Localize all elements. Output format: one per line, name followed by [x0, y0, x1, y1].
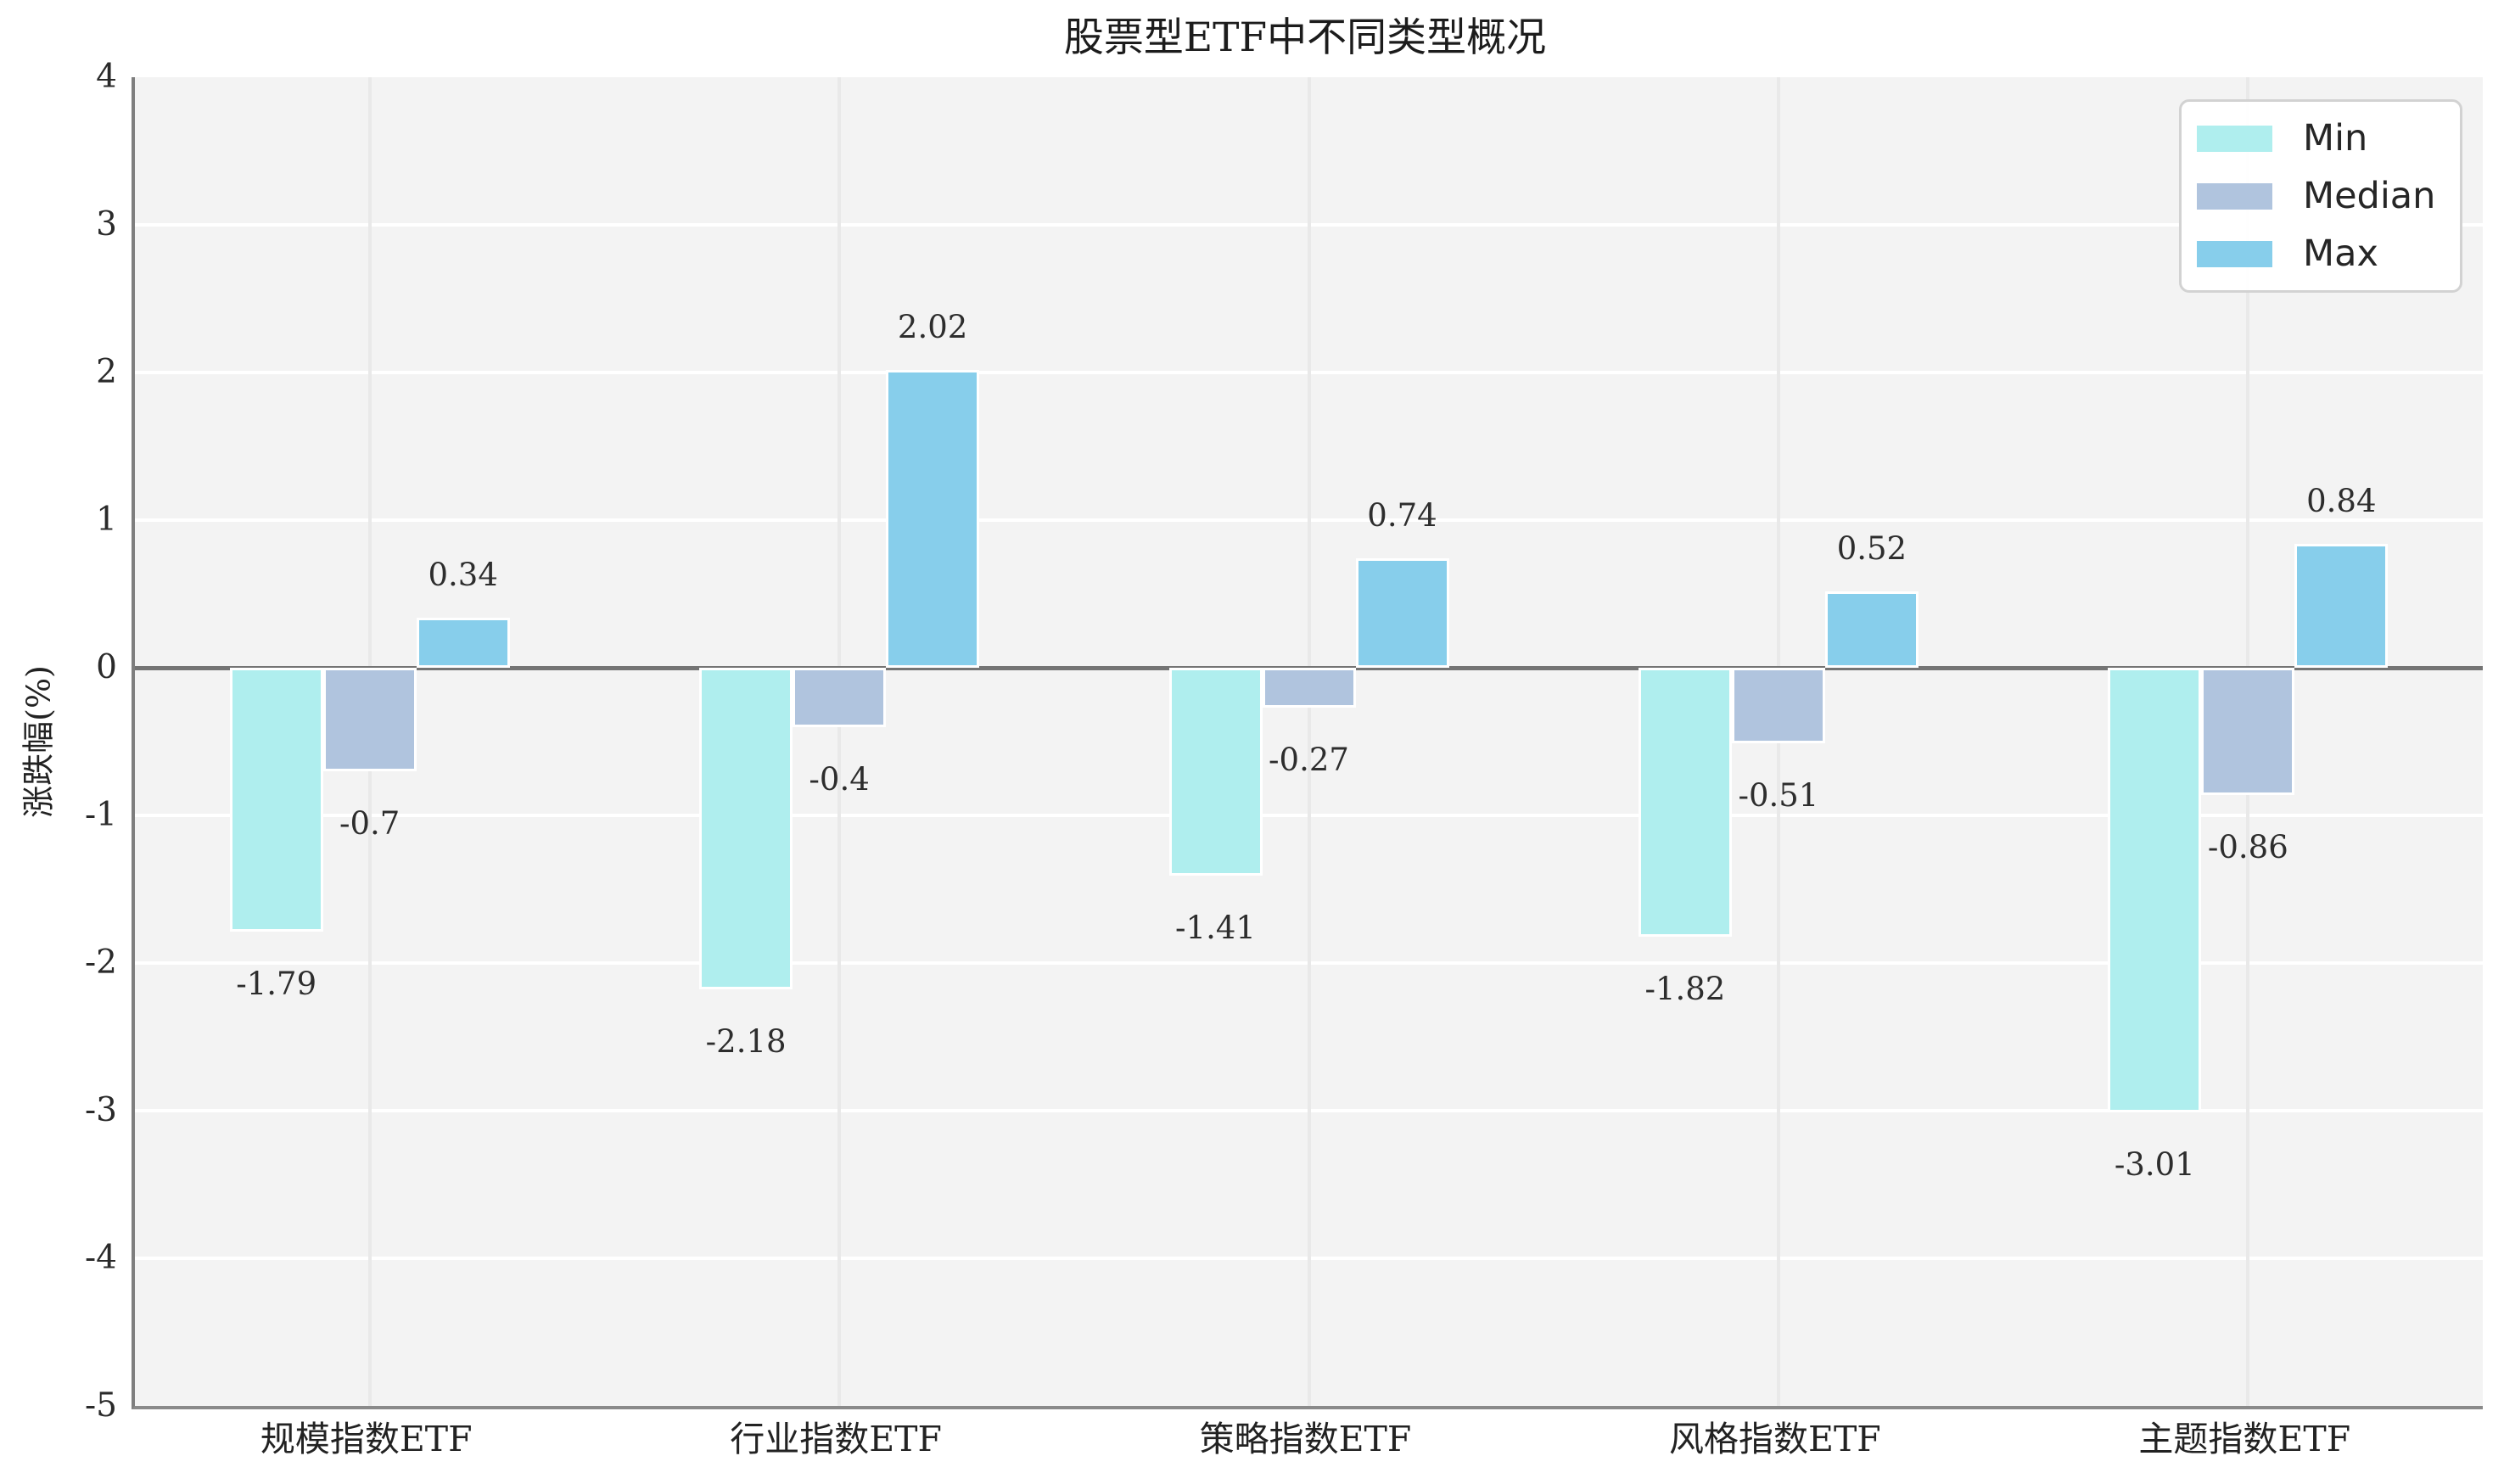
bar-median-4	[1731, 668, 1825, 743]
y-tick-label: 1	[96, 501, 117, 539]
bar-max-3	[1355, 558, 1449, 668]
legend-label-median: Median	[2303, 175, 2436, 217]
bar-max-2	[886, 369, 980, 668]
value-label-median-5: -0.86	[2207, 828, 2288, 865]
chart-title: 股票型ETF中不同类型概况	[1063, 14, 1547, 61]
value-label-min-2: -2.18	[705, 1023, 787, 1061]
y-tick-label: -4	[85, 1239, 117, 1277]
value-label-min-1: -1.79	[236, 966, 317, 1003]
x-tick-label-3: 策略指数ETF	[1199, 1419, 1412, 1459]
bar-max-4	[1824, 591, 1919, 668]
legend-label-max: Max	[2303, 232, 2378, 275]
y-tick-label: 0	[96, 648, 117, 686]
bar-median-3	[1262, 668, 1356, 708]
plot-area: -1.79 -2.18 -1.41 -1.82 -3.01 -0.7 -0.4 -0.27 -0…	[132, 77, 2483, 1409]
bar-min-1	[229, 668, 323, 932]
gridline-v	[837, 77, 842, 1406]
bar-median-5	[2201, 668, 2295, 795]
legend-item-max: Max	[2197, 234, 2460, 273]
legend-label-min: Min	[2303, 117, 2368, 160]
value-label-max-3: 0.74	[1367, 497, 1437, 535]
x-tick-label-2: 行业指数ETF	[730, 1419, 942, 1459]
value-label-max-4: 0.52	[1836, 529, 1907, 567]
bar-max-5	[2294, 543, 2389, 668]
bar-max-1	[416, 617, 510, 668]
legend-swatch-median	[2197, 182, 2272, 210]
gridline-v	[1307, 77, 1311, 1406]
bar-median-2	[793, 668, 887, 727]
y-tick-label: -5	[85, 1386, 117, 1425]
legend-item-min: Min	[2197, 119, 2460, 158]
bar-min-4	[1638, 668, 1732, 937]
value-label-min-5: -3.01	[2114, 1145, 2195, 1183]
legend-swatch-max	[2197, 240, 2272, 267]
value-label-max-2: 2.02	[897, 308, 968, 345]
x-tick-label-5: 主题指数ETF	[2138, 1419, 2351, 1459]
value-label-max-1: 0.34	[428, 556, 498, 593]
value-label-median-4: -0.51	[1738, 776, 1819, 814]
value-label-median-2: -0.4	[809, 760, 870, 798]
legend: Min Median Max	[2179, 99, 2462, 293]
bars-layer	[135, 77, 2483, 1406]
y-tick-label: -3	[85, 1091, 117, 1129]
legend-swatch-min	[2197, 125, 2272, 152]
y-tick-label: 4	[96, 58, 117, 96]
value-label-median-3: -0.27	[1269, 741, 1349, 778]
value-labels-layer: -1.79 -2.18 -1.41 -1.82 -3.01 -0.7 -0.4 -0.27 -0…	[135, 77, 2483, 1406]
y-tick-label: 2	[96, 353, 117, 391]
value-label-median-1: -0.7	[339, 804, 401, 842]
bar-min-2	[699, 668, 793, 990]
y-tick-label: 3	[96, 205, 117, 244]
bar-min-5	[2108, 668, 2202, 1112]
y-tick-label: -1	[85, 796, 117, 834]
legend-item-median: Median	[2197, 176, 2460, 216]
x-tick-label-1: 规模指数ETF	[260, 1419, 473, 1459]
value-label-max-5: 0.84	[2306, 482, 2377, 519]
value-label-min-3: -1.41	[1175, 910, 1256, 947]
y-tick-label: -2	[85, 944, 117, 982]
x-tick-label-4: 风格指数ETF	[1669, 1419, 1881, 1459]
value-label-min-4: -1.82	[1644, 970, 1726, 1007]
bar-median-1	[322, 668, 417, 771]
bar-min-3	[1168, 668, 1263, 876]
